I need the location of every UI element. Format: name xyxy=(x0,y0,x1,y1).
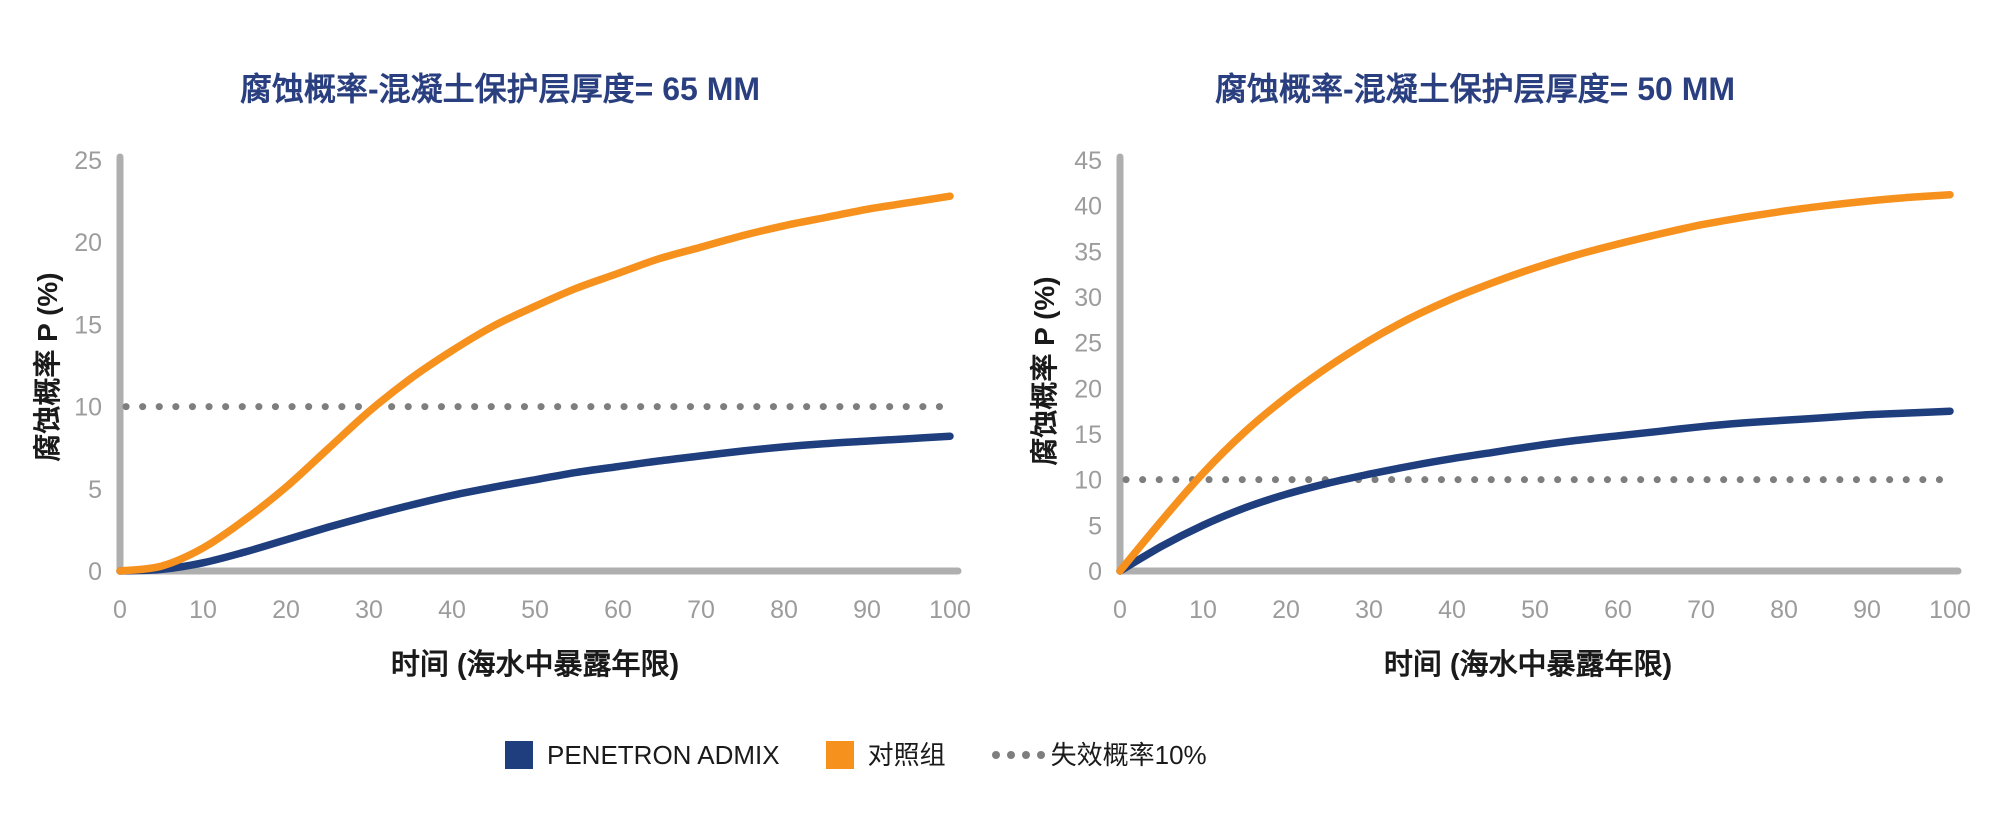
x-tick-label: 90 xyxy=(1853,596,1881,624)
control-swatch xyxy=(825,741,854,769)
y-tick-label: 5 xyxy=(1088,512,1102,540)
legend-item-control: 对照组 xyxy=(825,740,946,770)
legend-label-penetron: PENETRON ADMIX xyxy=(547,740,780,770)
x-tick-label: 40 xyxy=(1438,596,1466,624)
x-tick-label: 70 xyxy=(687,596,715,624)
x-tick-label: 50 xyxy=(521,596,549,624)
y-tick-label: 15 xyxy=(1074,421,1102,449)
line-chart-right: 0 5 10 15 20 25 30 35 40 45 0 10 20 30 40 50 60 70 80 90 100 xyxy=(1074,147,1971,624)
y-tick-label: 10 xyxy=(1074,467,1102,495)
x-axis-label-left: 时间 (海水中暴露年限) xyxy=(390,649,680,681)
y-tick-label: 25 xyxy=(74,147,102,175)
y-tick-label: 35 xyxy=(1074,238,1102,266)
x-tick-label: 30 xyxy=(355,596,383,624)
legend-item-threshold: 失效概率10% xyxy=(991,740,1207,770)
y-tick-label: 15 xyxy=(74,311,102,339)
x-axis-label-right: 时间 (海水中暴露年限) xyxy=(1383,649,1673,681)
x-tick-label: 20 xyxy=(1272,596,1300,624)
legend-label-control: 对照组 xyxy=(867,740,946,770)
x-tick-label: 100 xyxy=(1929,596,1971,624)
y-tick-label: 5 xyxy=(88,476,102,504)
x-tick-label: 60 xyxy=(1604,596,1632,624)
line-chart-left: 0 5 10 15 20 25 0 10 20 30 40 50 60 70 80 90 100 xyxy=(74,147,971,624)
x-tick-label: 90 xyxy=(853,596,881,624)
y-tick-label: 30 xyxy=(1074,284,1102,312)
chart-title-right: 腐蚀概率-混凝土保护层厚度= 50 MM xyxy=(1214,70,1736,107)
series-curve-control xyxy=(116,192,954,575)
y-tick-label: 0 xyxy=(88,558,102,586)
y-tick-label: 10 xyxy=(74,394,102,422)
y-tick-label: 20 xyxy=(74,229,102,257)
x-tick-label: 10 xyxy=(1189,596,1217,624)
legend-item-penetron: PENETRON ADMIX xyxy=(505,740,780,770)
penetron-swatch xyxy=(505,741,533,769)
y-tick-label: 25 xyxy=(1074,330,1102,358)
x-tick-label: 0 xyxy=(113,596,127,624)
y-tick-label: 0 xyxy=(1088,558,1102,586)
chart-title-left: 腐蚀概率-混凝土保护层厚度= 65 MM xyxy=(239,70,761,107)
x-tick-label: 10 xyxy=(189,596,217,624)
x-tick-label: 60 xyxy=(604,596,632,624)
x-tick-label: 20 xyxy=(272,596,300,624)
x-tick-label: 30 xyxy=(1355,596,1383,624)
x-tick-label: 0 xyxy=(1113,596,1127,624)
x-tick-label: 70 xyxy=(1687,596,1715,624)
y-tick-label: 20 xyxy=(1074,375,1102,403)
legend: PENETRON ADMIX 对照组 失效概率10% xyxy=(505,740,1207,770)
legend-label-threshold: 失效概率10% xyxy=(1050,740,1207,770)
x-tick-label: 80 xyxy=(770,596,798,624)
series-curve-penetron xyxy=(116,432,954,575)
y-axis-label-left: 腐蚀概率 P (%) xyxy=(32,272,63,462)
series-curve-penetron xyxy=(1116,407,1954,575)
x-tick-label: 100 xyxy=(929,596,971,624)
series-curve-control xyxy=(1116,190,1954,575)
x-tick-label: 80 xyxy=(1770,596,1798,624)
x-tick-label: 40 xyxy=(438,596,466,624)
x-tick-label: 50 xyxy=(1521,596,1549,624)
y-axis-label-right: 腐蚀概率 P (%) xyxy=(1029,276,1060,466)
dotted-line-icon xyxy=(991,751,1045,759)
y-tick-label: 45 xyxy=(1074,147,1102,175)
y-tick-label: 40 xyxy=(1074,193,1102,221)
